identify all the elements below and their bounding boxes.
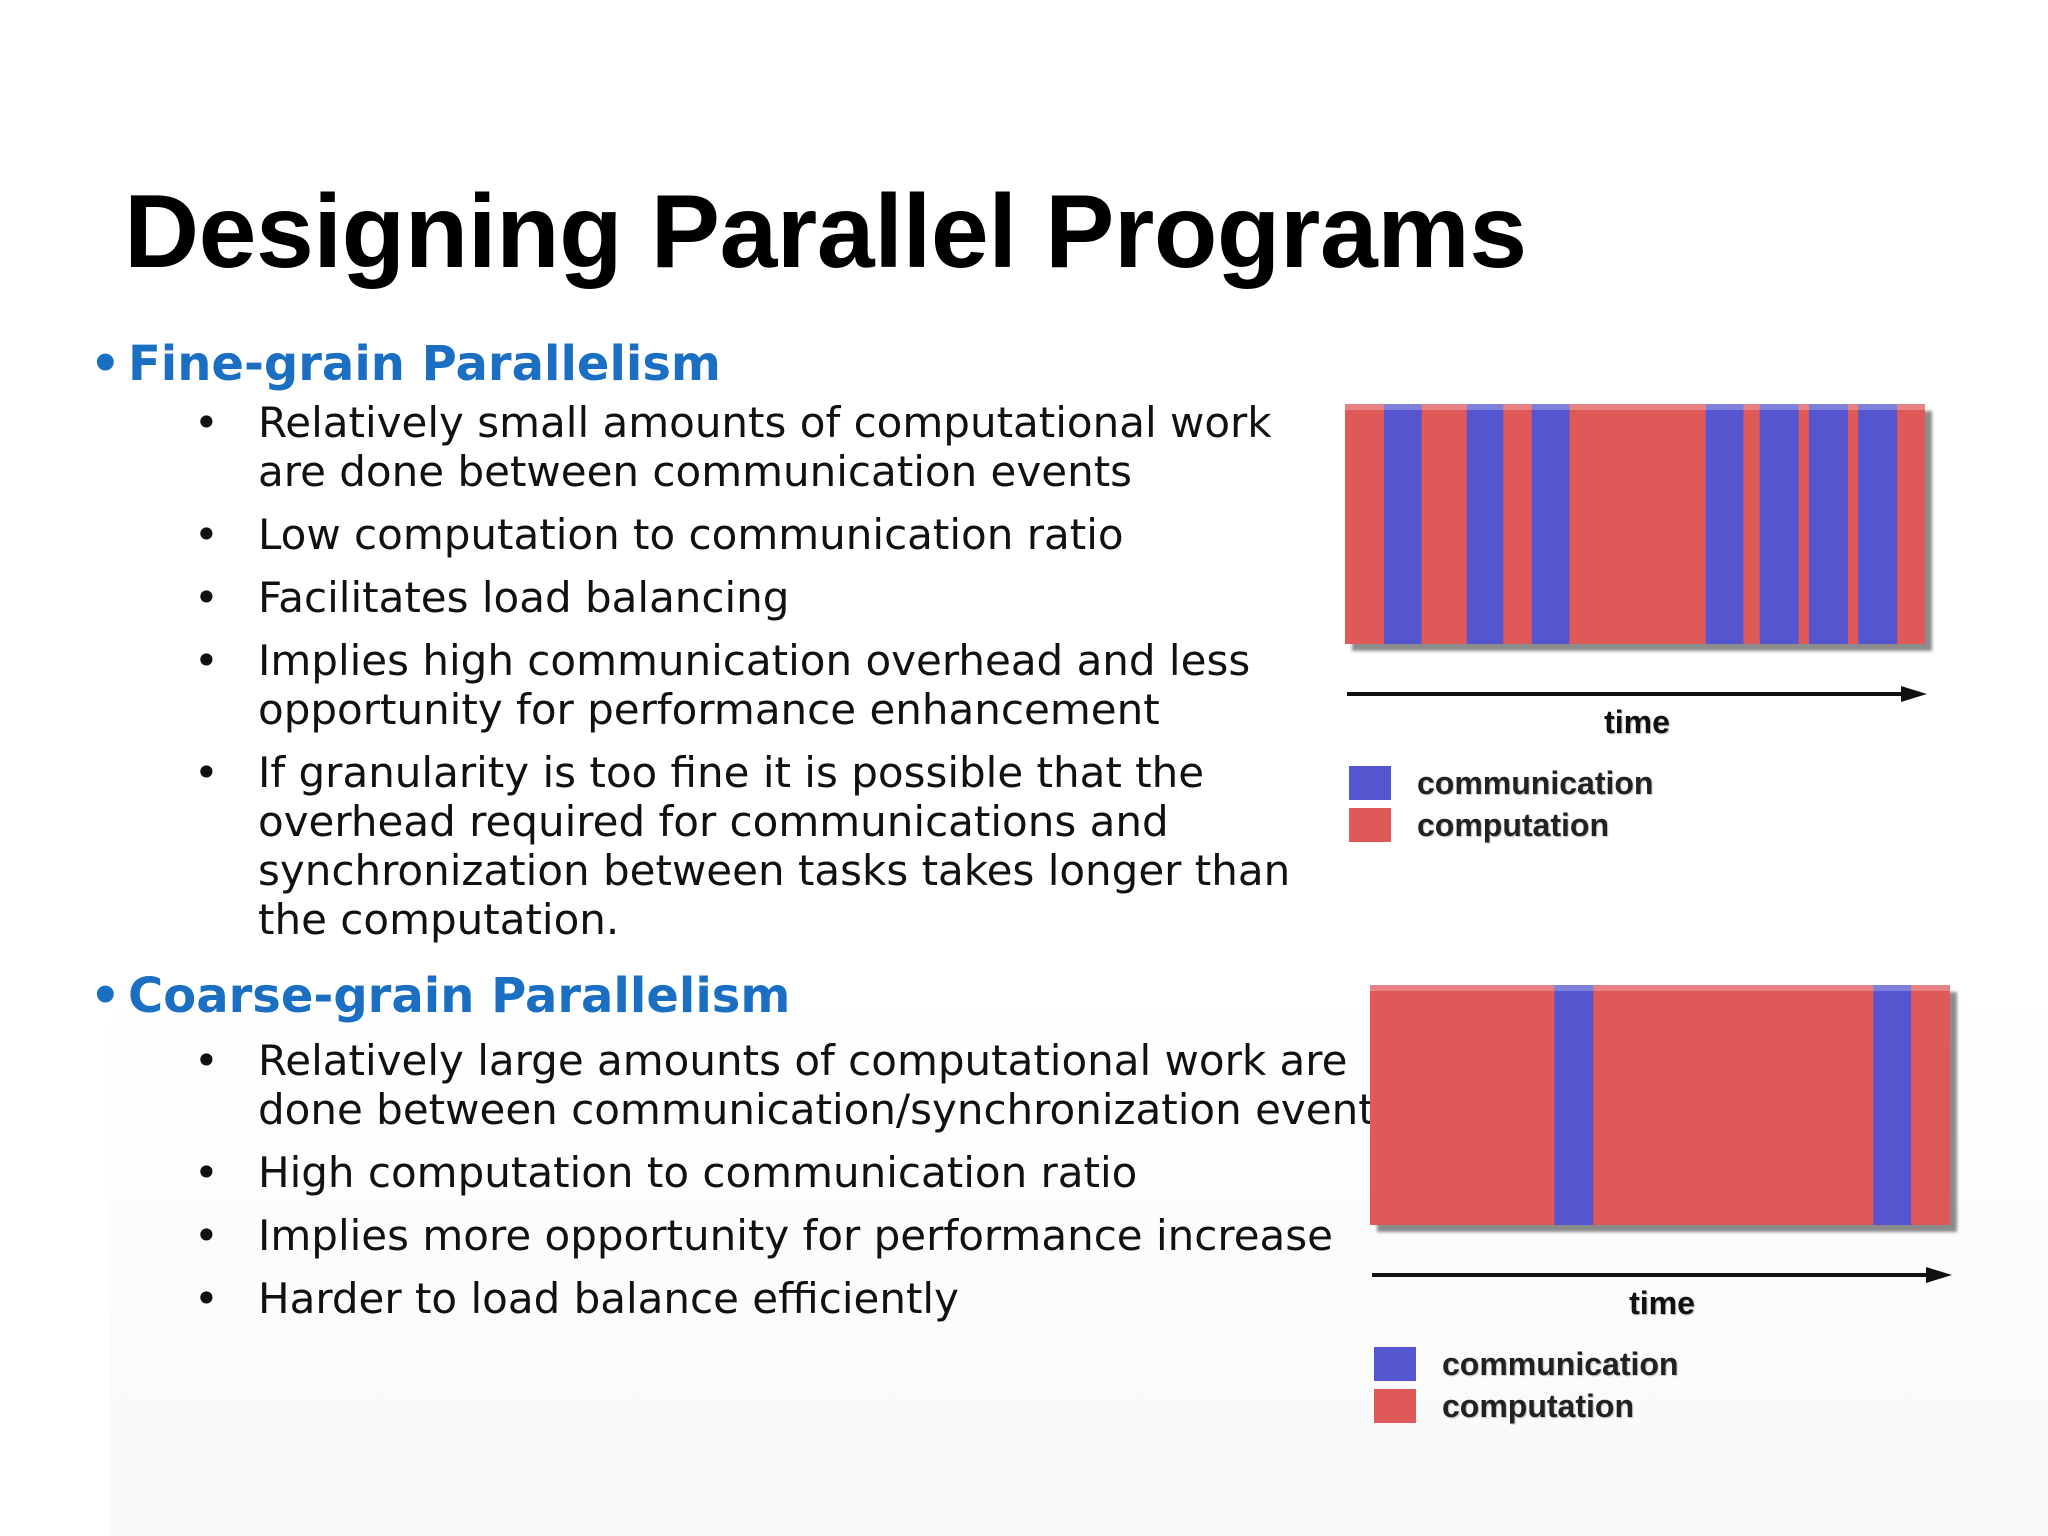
legend-swatch-computation: [1349, 808, 1391, 842]
bullet-dot: •: [194, 1036, 219, 1085]
bullet-dot: •: [194, 1274, 219, 1323]
bullet-item: • Implies more opportunity for performanc…: [90, 1211, 1408, 1260]
communication-segment: [1554, 985, 1594, 1225]
coarse-grain-bullets: • Relatively large amounts of computation…: [90, 1036, 1397, 1323]
communication-segment: [1531, 404, 1570, 644]
legend-swatch-computation: [1374, 1389, 1416, 1423]
communication-segment: [1383, 404, 1422, 644]
timeline-bar: [1370, 985, 1950, 1225]
communication-segment: [1705, 404, 1744, 644]
bullet-item: • Relatively large amounts of computation…: [90, 1036, 1408, 1134]
bullet-text: Relatively small amounts of computationa…: [258, 398, 1272, 496]
bullet-text: If granularity is too fine it is possibl…: [258, 748, 1291, 944]
bullet-item: • High computation to communication ratio: [90, 1148, 1408, 1197]
bullet-text: Implies more opportunity for performance…: [258, 1211, 1333, 1260]
communication-segment: [1466, 404, 1504, 644]
bullet-dot: •: [194, 1211, 219, 1260]
bullet-dot: •: [194, 1148, 219, 1197]
timeline-bar-svg: [1370, 985, 1950, 1225]
fine-grain-timeline-figure: time communication computation: [1345, 404, 1965, 854]
timeline-bar: [1345, 404, 1925, 644]
heading-bullet: •: [90, 336, 121, 392]
fine-grain-heading-text: Fine-grain Parallelism: [128, 336, 721, 392]
coarse-grain-section: • Coarse-grain Parallelism • Relatively la…: [90, 966, 1397, 1323]
bullet-text: Implies high communication overhead and …: [258, 636, 1251, 734]
bullet-item: • Implies high communication overhead and…: [90, 636, 1343, 734]
slide-title: Designing Parallel Programs: [124, 174, 1527, 290]
coarse-grain-heading-text: Coarse-grain Parallelism: [128, 968, 791, 1024]
time-arrow: [1372, 1267, 1952, 1283]
fine-grain-heading: • Fine-grain Parallelism: [90, 334, 1370, 394]
legend-label-communication: communication: [1442, 1346, 1679, 1382]
legend-swatch-communication: [1374, 1347, 1416, 1381]
communication-segment: [1873, 985, 1912, 1225]
fine-grain-bullets: • Relatively small amounts of computation…: [90, 398, 1370, 944]
communication-segment: [1759, 404, 1799, 644]
bullet-text: Harder to load balance efficiently: [258, 1274, 959, 1323]
coarse-grain-timeline-figure: time communication computation: [1370, 985, 1990, 1435]
heading-bullet: •: [90, 968, 121, 1024]
bar-top-highlight: [1370, 985, 1950, 991]
bullet-item: • Facilitates load balancing: [90, 573, 1343, 622]
bullet-text: Facilitates load balancing: [258, 573, 790, 622]
time-label: time: [1629, 1285, 1695, 1321]
bullet-dot: •: [194, 398, 219, 447]
bullet-item: • Harder to load balance efficiently: [90, 1274, 1408, 1323]
communication-segment: [1858, 404, 1898, 644]
time-label: time: [1604, 704, 1670, 740]
time-arrow: [1347, 686, 1927, 702]
bullet-item: • If granularity is too fine it is possib…: [90, 748, 1343, 944]
coarse-grain-heading: • Coarse-grain Parallelism: [90, 966, 1370, 1026]
bullet-text: High computation to communication ratio: [258, 1148, 1138, 1197]
bullet-dot: •: [194, 573, 219, 622]
fine-grain-section: • Fine-grain Parallelism • Relatively smal…: [90, 334, 1370, 944]
bullet-dot: •: [194, 510, 219, 559]
communication-segment: [1809, 404, 1848, 644]
legend-swatch-communication: [1349, 766, 1391, 800]
legend-label-communication: communication: [1417, 765, 1654, 801]
legend-label-computation: computation: [1417, 807, 1609, 843]
bullet-item: • Relatively small amounts of computation…: [90, 398, 1343, 496]
bullet-dot: •: [194, 636, 219, 685]
bar-top-highlight: [1345, 404, 1925, 410]
bullet-text: Relatively large amounts of computationa…: [258, 1036, 1397, 1134]
legend-label-computation: computation: [1442, 1388, 1634, 1424]
timeline-bar-svg: [1345, 404, 1925, 644]
computation-segment: [1370, 985, 1950, 1225]
bullet-text: Low computation to communication ratio: [258, 510, 1124, 559]
bullet-dot: •: [194, 748, 219, 797]
bullet-item: • Low computation to communication ratio: [90, 510, 1343, 559]
